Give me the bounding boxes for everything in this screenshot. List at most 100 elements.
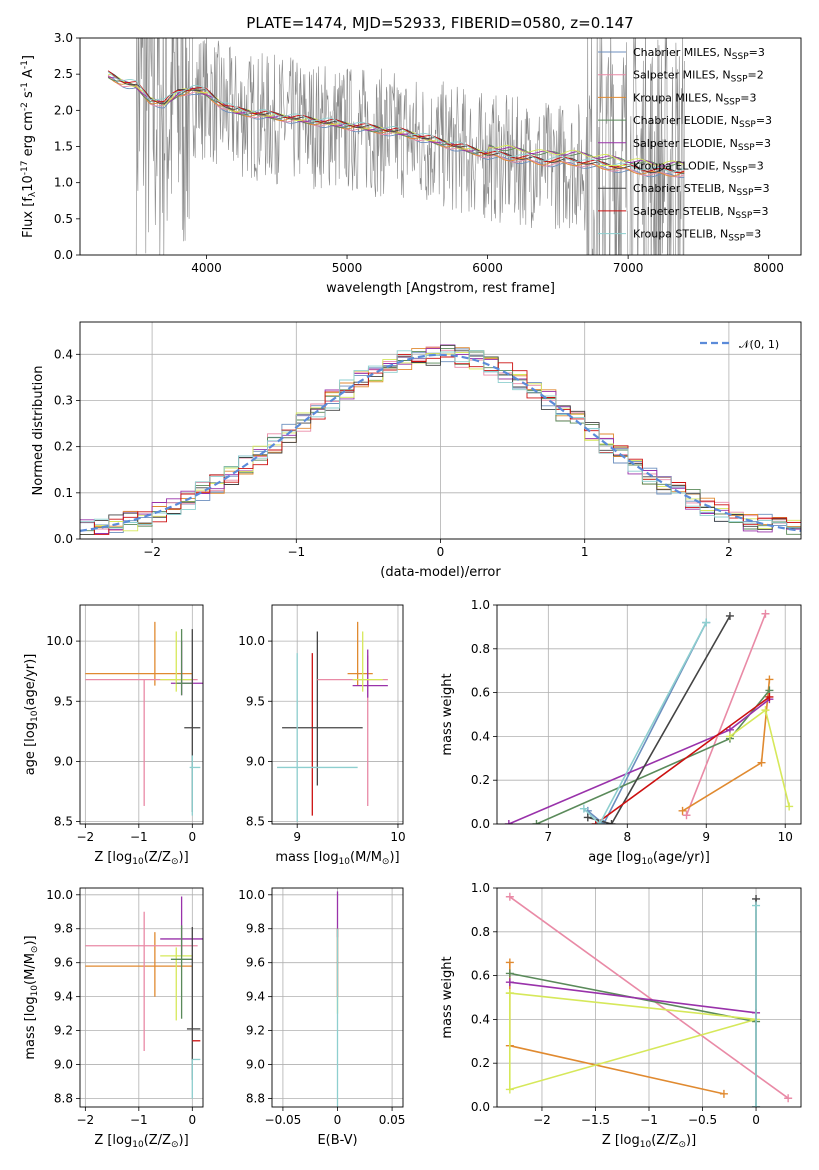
y-tick-label: 0.0 [471, 1100, 490, 1114]
weight-marker-chabrier_stelib [583, 813, 592, 822]
y-axis-label: Flux [fλ10-17 erg cm-2 s-1 A-1] [20, 55, 38, 238]
y-tick-label: 0.8 [471, 642, 490, 656]
y-tick-label: 9.4 [54, 990, 73, 1004]
y-tick-label: 9.0 [54, 754, 73, 768]
legend-label: Kroupa ELODIE, NSSP=3 [633, 160, 764, 176]
y-tick-label: 0.6 [471, 969, 490, 983]
panel-residuals: −2 −1 0 1 2 0.0 0.1 0.2 0.3 0.4 (data-model)/error… [31, 321, 802, 580]
y-tick-label: 0.6 [471, 686, 490, 700]
weight-line-salpeter_elodie [508, 698, 770, 824]
axes-frame [271, 604, 404, 825]
y-tick-label: 9.0 [54, 1058, 73, 1072]
y-tick-label: 0.4 [54, 347, 73, 361]
x-tick-label: 8000 [753, 261, 784, 275]
panel-weight_vs_Z: −2 −1.5 −1 −0.5 0 0.0 0.2 0.4 0.6 0.8 1.0 Z [log10(… [440, 881, 802, 1150]
y-tick-label: 0.2 [54, 440, 73, 454]
weight-marker-kroupa_elodie [505, 1085, 514, 1094]
y-tick-label: 9.8 [54, 922, 73, 936]
weight-line-kroupa_stelib [583, 622, 707, 824]
weight-line-salpeter_miles [685, 613, 767, 816]
x-tick-label: 7000 [613, 261, 644, 275]
x-tick-label: 10 [778, 830, 793, 844]
plot-area [277, 621, 388, 822]
x-tick-label: 0 [752, 1113, 760, 1127]
y-tick-label: 9.2 [246, 1024, 265, 1038]
y-tick-label: 9.4 [246, 990, 265, 1004]
x-tick-label: −1 [130, 830, 148, 844]
weight-marker-salpeter_miles [761, 609, 770, 618]
y-tick-label: 9.0 [246, 754, 265, 768]
x-tick-label: 8 [623, 830, 631, 844]
axes-frame [79, 604, 204, 825]
y-tick-label: 0.2 [471, 1056, 490, 1070]
weight-line-chabrier_miles [587, 622, 707, 824]
panel-age_vs_Z: −2 −1 0 8.5 9.0 9.5 10.0 Z [log10(Z/Z⊙)] age [lo… [23, 604, 204, 867]
x-axis-label: age [log10(age/yr)] [588, 850, 710, 867]
legend-label: Salpeter MILES, NSSP=2 [633, 69, 764, 85]
weight-line-salpeter_elodie [509, 981, 757, 1014]
model-line-kroupa_miles [107, 76, 685, 177]
x-axis-label: mass [log10(M/M⊙)] [275, 850, 399, 867]
weight-marker-chabrier_elodie [532, 820, 541, 824]
y-tick-label: 0.3 [54, 393, 73, 407]
x-tick-label: 0 [188, 1113, 196, 1127]
x-tick-label: 10 [390, 830, 405, 844]
x-tick-label: 4000 [191, 261, 222, 275]
y-tick-label: 9.6 [54, 956, 73, 970]
x-tick-label: −0.05 [265, 1113, 302, 1127]
plot-area [85, 621, 203, 816]
x-tick-label: 0.05 [379, 1113, 406, 1127]
y-tick-label: 10.0 [238, 888, 265, 902]
model-line-chabrier_stelib [107, 71, 685, 174]
x-tick-label: 7 [545, 830, 553, 844]
y-tick-label: 8.5 [54, 815, 73, 829]
x-tick-label: −1 [130, 1113, 148, 1127]
x-tick-label: −0.5 [688, 1113, 717, 1127]
y-tick-label: 2.0 [54, 103, 73, 117]
weight-marker-kroupa_miles [505, 958, 514, 967]
x-tick-label: 5000 [332, 261, 363, 275]
x-axis-label: E(B-V) [317, 1133, 357, 1148]
plot-area [85, 896, 203, 1099]
normal-curve [80, 353, 801, 532]
y-tick-label: 1.0 [471, 598, 490, 612]
x-tick-label: 1 [581, 545, 589, 559]
panel-mass_vs_ebv: −0.05 0 0.05 8.8 9.0 9.2 9.4 9.6 9.8 10.0 E(B-V) [238, 887, 406, 1148]
y-tick-label: 1.0 [54, 176, 73, 190]
y-tick-label: 0.0 [54, 532, 73, 546]
axes-frame [79, 887, 204, 1108]
legend-label: Chabrier MILES, NSSP=3 [633, 46, 765, 62]
y-tick-label: 0.1 [54, 486, 73, 500]
plot-area [504, 609, 794, 824]
weight-marker-salpeter_miles [505, 892, 514, 901]
y-tick-label: 0.5 [54, 212, 73, 226]
plot-area [505, 892, 793, 1107]
weight-marker-salpeter_stelib [765, 692, 774, 701]
y-tick-label: 0.4 [471, 1012, 490, 1026]
plot-area [107, 38, 685, 255]
weight-marker-salpeter_miles [682, 811, 691, 820]
weight-marker-salpeter_stelib [591, 820, 600, 824]
weight-marker-salpeter_elodie [504, 820, 513, 824]
y-tick-label: 2.5 [54, 67, 73, 81]
panel-mass_vs_Z: −2 −1 0 8.8 9.0 9.2 9.4 9.6 9.8 10.0 Z [log10(Z/Z⊙… [23, 887, 204, 1150]
panel-weight_vs_age: 7 8 9 10 0.0 0.2 0.4 0.6 0.8 1.0 age [log10(age/yr… [440, 598, 802, 867]
x-axis-label: Z [log10(Z/Z⊙)] [602, 1133, 696, 1150]
legend-label: Kroupa MILES, NSSP=3 [633, 91, 757, 107]
spectrum-data-line [135, 38, 685, 255]
y-tick-label: 3.0 [54, 31, 73, 45]
y-tick-label: 9.2 [54, 1024, 73, 1038]
legend-label: Salpeter ELODIE, NSSP=3 [633, 137, 771, 153]
legend-label: Salpeter STELIB, NSSP=3 [633, 205, 769, 221]
x-tick-label: −1 [640, 1113, 658, 1127]
y-tick-label: 9.0 [246, 1058, 265, 1072]
x-tick-label: −2 [533, 1113, 551, 1127]
legend-label: 𝒩(0, 1) [739, 338, 779, 351]
legend-label: Kroupa STELIB, NSSP=3 [633, 228, 761, 244]
y-tick-label: 0.4 [471, 729, 490, 743]
weight-marker-chabrier_stelib [725, 611, 734, 620]
weight-line-chabrier_elodie [536, 689, 771, 824]
y-tick-label: 0.2 [471, 773, 490, 787]
x-axis-label: wavelength [Angstrom, rest frame] [326, 281, 555, 296]
